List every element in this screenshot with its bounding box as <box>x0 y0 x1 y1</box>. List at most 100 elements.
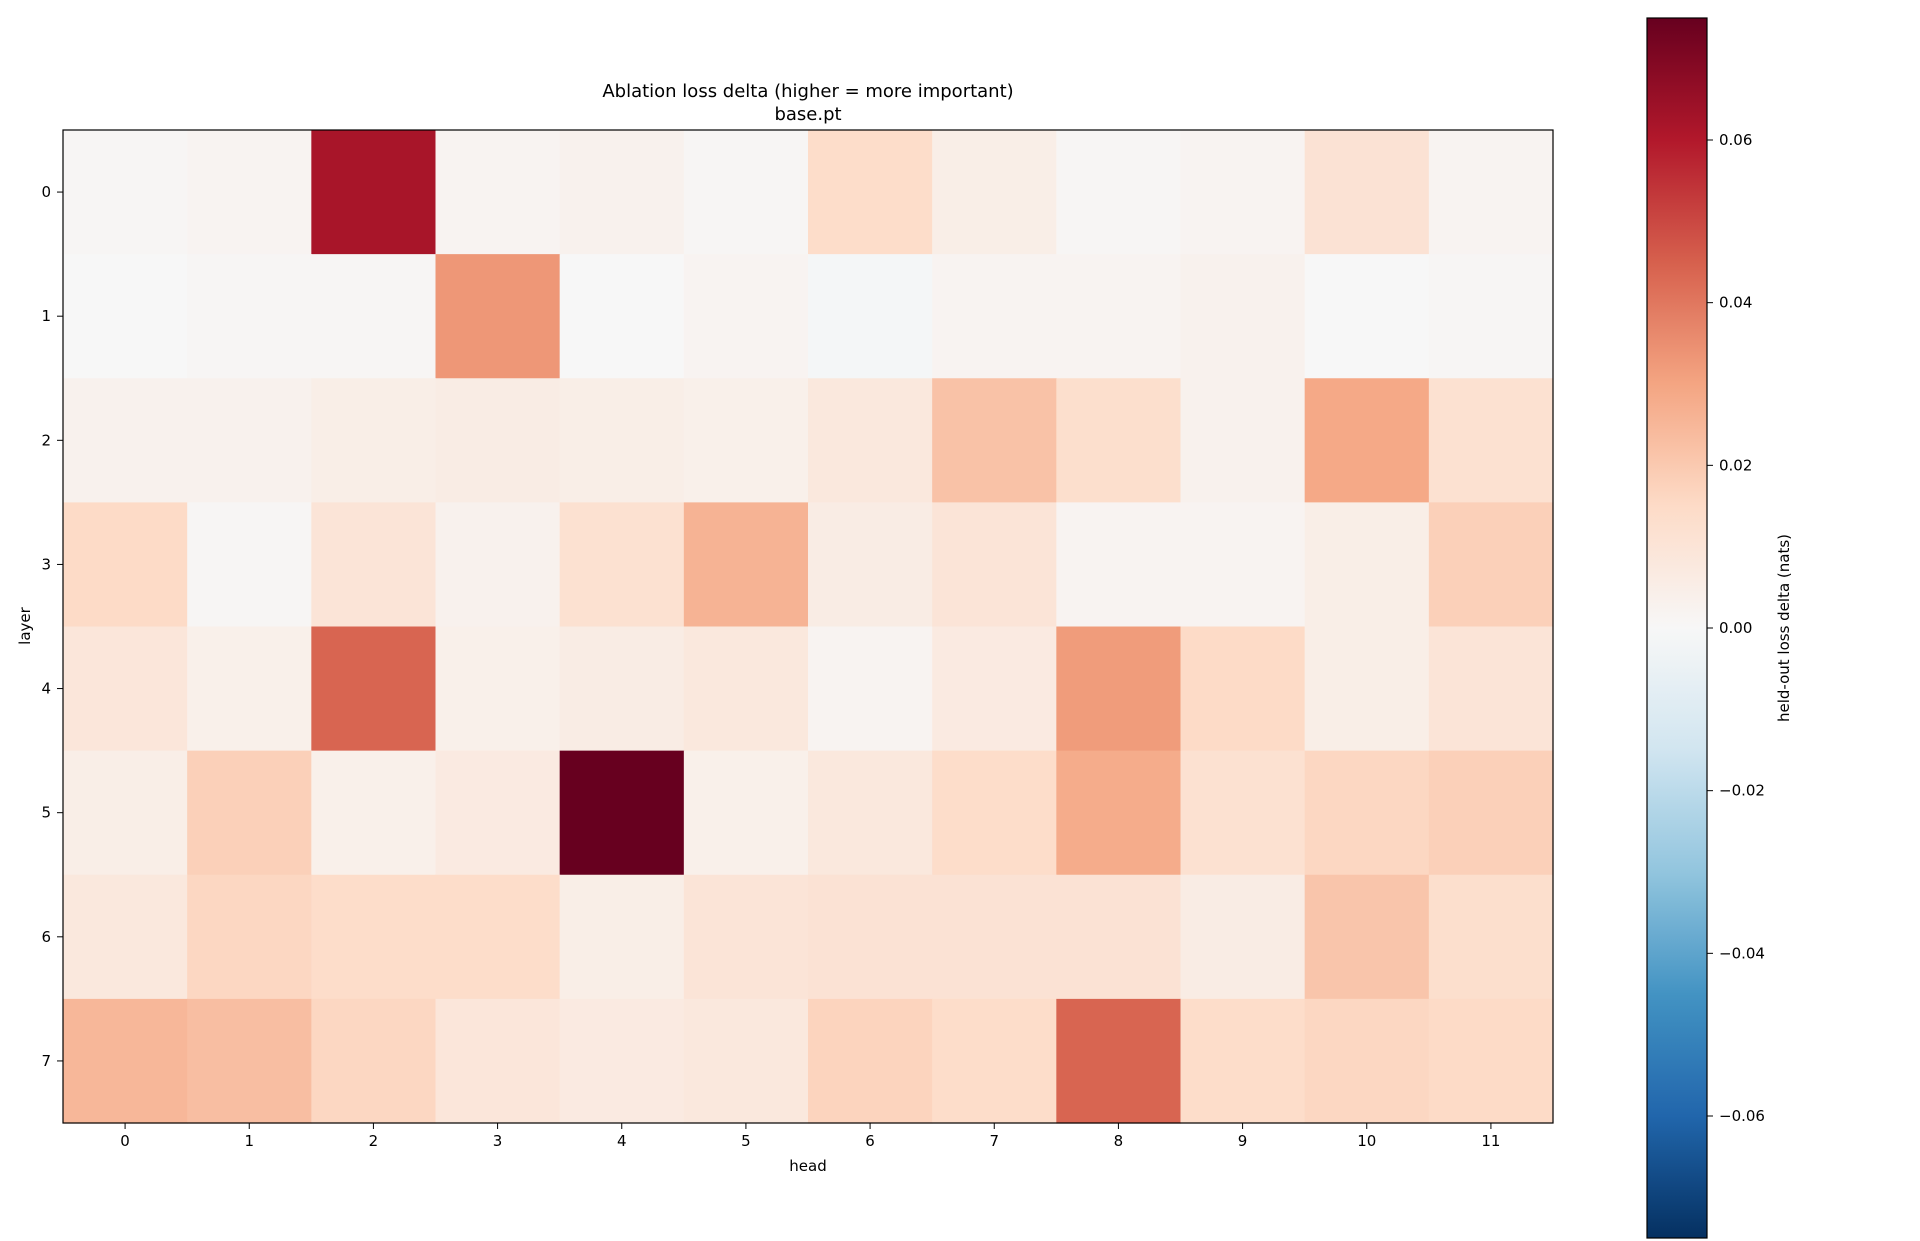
heatmap-cell <box>808 130 933 255</box>
heatmap-cell <box>683 502 809 628</box>
heatmap-cell <box>932 998 1057 1124</box>
heatmap-cell <box>1180 626 1306 752</box>
heatmap-cell <box>808 626 933 752</box>
heatmap-cell <box>808 998 933 1124</box>
x-tick-label: 11 <box>1481 1132 1500 1150</box>
x-tick-label: 6 <box>865 1132 875 1150</box>
heatmap-cell <box>187 254 312 379</box>
x-tick-label: 9 <box>1238 1132 1248 1150</box>
heatmap-cell <box>683 378 809 503</box>
colorbar-label: held-out loss delta (nats) <box>1775 534 1793 722</box>
heatmap-cell <box>683 874 809 1000</box>
colorbar-ticks: 0.06 0.04 0.02 0.00 −0.02 −0.04 −0.06 <box>1707 131 1765 1125</box>
heatmap-cell <box>808 750 933 876</box>
heatmap-cell <box>683 626 809 752</box>
heatmap-cell <box>559 502 685 628</box>
heatmap-cell <box>1056 874 1182 1000</box>
colorbar-tick-label: 0.06 <box>1719 131 1752 149</box>
heatmap-cell <box>63 130 188 255</box>
colorbar-tick-label: 0.04 <box>1719 294 1752 312</box>
heatmap-cell <box>63 998 188 1124</box>
x-tick-label: 4 <box>617 1132 627 1150</box>
heatmap-cell <box>1056 750 1182 876</box>
heatmap-cell <box>932 378 1057 503</box>
heatmap-cell <box>1180 378 1306 503</box>
heatmap-cell <box>187 502 312 628</box>
chart-subtitle: base.pt <box>774 104 841 125</box>
heatmap-cell <box>808 378 933 503</box>
heatmap-cell <box>1304 626 1430 752</box>
heatmap-cell <box>311 626 437 752</box>
heatmap-cell <box>932 130 1057 255</box>
heatmap-cell <box>63 378 188 503</box>
heatmap-cell <box>187 750 312 876</box>
heatmap-cell <box>683 998 809 1124</box>
heatmap-cell <box>311 750 437 876</box>
heatmap-cell <box>1428 998 1554 1124</box>
x-axis-ticks: 0 1 2 3 4 5 6 7 8 9 10 11 <box>120 1123 1500 1150</box>
heatmap-cells <box>63 130 1554 1124</box>
y-axis-ticks: 0 1 2 3 4 5 6 7 <box>41 183 63 1070</box>
heatmap-cell <box>1180 130 1306 255</box>
heatmap-cell <box>559 998 685 1124</box>
x-tick-label: 7 <box>989 1132 999 1150</box>
heatmap-cell <box>1180 874 1306 1000</box>
heatmap-cell <box>435 998 561 1124</box>
heatmap-cell <box>808 502 933 628</box>
heatmap-cell <box>311 378 437 503</box>
heatmap-cell <box>1428 378 1554 503</box>
heatmap-cell <box>435 254 561 379</box>
x-tick-label: 10 <box>1357 1132 1376 1150</box>
heatmap-cell <box>435 750 561 876</box>
heatmap-cell <box>559 378 685 503</box>
y-tick-label: 1 <box>41 307 51 325</box>
heatmap-cell <box>932 874 1057 1000</box>
heatmap-cell <box>311 254 437 379</box>
heatmap-cell <box>1304 130 1430 255</box>
heatmap-cell <box>932 626 1057 752</box>
heatmap-cell <box>1304 254 1430 379</box>
x-tick-label: 2 <box>369 1132 379 1150</box>
heatmap-cell <box>63 874 188 1000</box>
colorbar-tick-label: 0.02 <box>1719 456 1752 474</box>
heatmap-cell <box>1304 502 1430 628</box>
heatmap-cell <box>559 874 685 1000</box>
heatmap-cell <box>435 378 561 503</box>
heatmap-cell <box>435 502 561 628</box>
heatmap-cell <box>1428 254 1554 379</box>
heatmap-cell <box>808 254 933 379</box>
y-axis-label: layer <box>16 606 34 644</box>
heatmap-cell <box>311 502 437 628</box>
heatmap-cell <box>1428 750 1554 876</box>
heatmap-cell <box>1056 378 1182 503</box>
y-tick-label: 0 <box>41 183 51 201</box>
heatmap-cell <box>435 626 561 752</box>
heatmap-cell <box>187 378 312 503</box>
x-tick-label: 3 <box>493 1132 503 1150</box>
colorbar-tick-label: 0.00 <box>1719 619 1752 637</box>
y-tick-label: 5 <box>41 804 51 822</box>
plot-frame <box>62 129 1554 1124</box>
heatmap-cell <box>311 998 437 1124</box>
heatmap-cell <box>559 626 685 752</box>
heatmap-cell <box>63 750 188 876</box>
heatmap-cell <box>1180 502 1306 628</box>
colorbar-tick-label: −0.06 <box>1719 1107 1765 1125</box>
y-tick-label: 3 <box>41 555 51 573</box>
heatmap-cell <box>311 130 437 255</box>
heatmap-cell <box>1428 130 1554 255</box>
colorbar <box>1646 17 1708 1239</box>
heatmap-cell <box>808 874 933 1000</box>
heatmap-cell <box>559 750 685 876</box>
heatmap-cell <box>63 626 188 752</box>
heatmap-cell <box>311 874 437 1000</box>
heatmap-cell <box>559 254 685 379</box>
heatmap-cell <box>932 750 1057 876</box>
y-tick-label: 4 <box>41 680 51 698</box>
y-tick-label: 7 <box>41 1052 51 1070</box>
x-tick-label: 1 <box>244 1132 254 1150</box>
heatmap-cell <box>1304 750 1430 876</box>
heatmap-cell <box>1304 874 1430 1000</box>
chart-title: Ablation loss delta (higher = more impor… <box>602 81 1013 102</box>
